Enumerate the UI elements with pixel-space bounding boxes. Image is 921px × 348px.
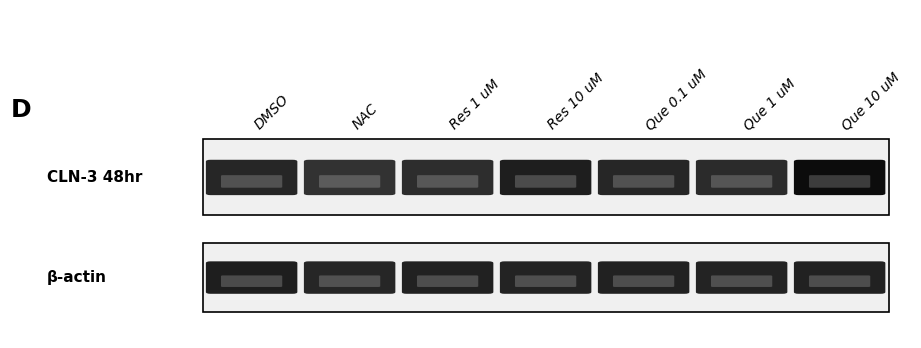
- FancyBboxPatch shape: [598, 261, 689, 294]
- Text: D: D: [10, 98, 31, 122]
- FancyBboxPatch shape: [417, 275, 478, 287]
- Text: Que 0.1 uM: Que 0.1 uM: [644, 66, 710, 133]
- FancyBboxPatch shape: [696, 261, 787, 294]
- FancyBboxPatch shape: [696, 160, 787, 195]
- FancyBboxPatch shape: [402, 261, 494, 294]
- FancyBboxPatch shape: [613, 275, 674, 287]
- FancyBboxPatch shape: [203, 243, 889, 312]
- FancyBboxPatch shape: [515, 275, 577, 287]
- Text: DMSO: DMSO: [251, 93, 291, 133]
- FancyBboxPatch shape: [711, 175, 773, 188]
- FancyBboxPatch shape: [809, 175, 870, 188]
- FancyBboxPatch shape: [319, 175, 380, 188]
- Text: Que 1 uM: Que 1 uM: [741, 76, 799, 133]
- FancyBboxPatch shape: [203, 140, 889, 215]
- FancyBboxPatch shape: [319, 275, 380, 287]
- FancyBboxPatch shape: [794, 261, 885, 294]
- FancyBboxPatch shape: [500, 160, 591, 195]
- Text: Res 10 uM: Res 10 uM: [545, 71, 607, 133]
- FancyBboxPatch shape: [221, 275, 282, 287]
- FancyBboxPatch shape: [402, 160, 494, 195]
- Text: CLN-3 48hr: CLN-3 48hr: [47, 170, 143, 185]
- Text: Res 1 uM: Res 1 uM: [448, 78, 503, 133]
- FancyBboxPatch shape: [221, 175, 282, 188]
- FancyBboxPatch shape: [613, 175, 674, 188]
- FancyBboxPatch shape: [711, 275, 773, 287]
- FancyBboxPatch shape: [304, 261, 395, 294]
- Text: β-actin: β-actin: [47, 270, 107, 285]
- FancyBboxPatch shape: [206, 160, 297, 195]
- FancyBboxPatch shape: [809, 275, 870, 287]
- FancyBboxPatch shape: [598, 160, 689, 195]
- Text: Que 10 uM: Que 10 uM: [840, 69, 903, 133]
- FancyBboxPatch shape: [500, 261, 591, 294]
- FancyBboxPatch shape: [206, 261, 297, 294]
- FancyBboxPatch shape: [515, 175, 577, 188]
- FancyBboxPatch shape: [417, 175, 478, 188]
- FancyBboxPatch shape: [794, 160, 885, 195]
- FancyBboxPatch shape: [304, 160, 395, 195]
- Text: NAC: NAC: [350, 102, 380, 133]
